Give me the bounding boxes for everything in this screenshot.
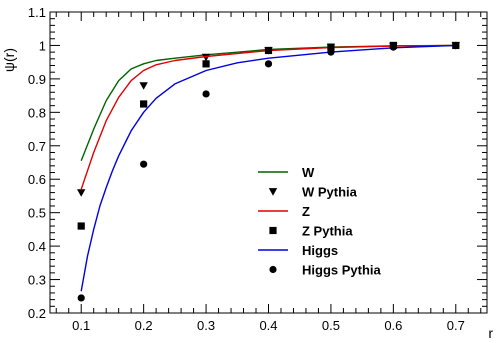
x-tick-label: 0.1 xyxy=(72,318,90,333)
y-tick-label: 0.9 xyxy=(28,72,46,87)
plot-layer xyxy=(77,41,460,302)
legend-label-z-pythia: Z Pythia xyxy=(302,224,353,239)
legend-label-higgs-pythia: Higgs Pythia xyxy=(302,263,382,278)
x-tick-label: 0.5 xyxy=(322,318,340,333)
data-point-higgs-pythia xyxy=(140,160,148,168)
x-tick-label: 0.2 xyxy=(135,318,153,333)
y-tick-label: 0.5 xyxy=(28,206,46,221)
data-point-higgs-pythia xyxy=(77,294,85,302)
data-point-higgs-pythia xyxy=(264,60,273,68)
data-point-z-pythia xyxy=(202,60,210,68)
x-axis-title: r xyxy=(488,325,493,341)
data-point-z-pythia xyxy=(140,100,148,108)
legend-swatch-z-pythia xyxy=(269,226,277,235)
x-tick-label: 0.6 xyxy=(384,318,402,333)
data-point-higgs-pythia xyxy=(202,90,210,98)
x-tick-label: 0.4 xyxy=(259,318,277,333)
legend-swatch-w-pythia xyxy=(268,188,278,196)
data-point-higgs-pythia xyxy=(389,43,397,51)
y-axis-title: ψ(r) xyxy=(1,48,17,72)
legend-label-w-pythia: W Pythia xyxy=(302,185,358,200)
x-tick-label: 0.7 xyxy=(447,318,465,333)
y-tick-label: 1 xyxy=(39,38,46,53)
legend-swatch-higgs-pythia xyxy=(269,265,277,274)
legend-label-z: Z xyxy=(302,204,310,219)
y-tick-label: 1.1 xyxy=(28,5,46,20)
x-tick-label: 0.3 xyxy=(197,318,215,333)
y-tick-label: 0.3 xyxy=(28,273,46,288)
data-point-w-pythia xyxy=(77,189,86,197)
data-point-z-pythia xyxy=(327,43,335,51)
data-point-z-pythia xyxy=(77,222,85,230)
axes-layer: 0.1 0.2 0.3 0.4 0.5 0.6 0.7 0.2 0.3 0.4 0.5 0.6 0.7 0… xyxy=(28,5,488,333)
data-point-z-pythia xyxy=(264,46,273,55)
legend-label-w: W xyxy=(302,165,315,180)
series-line-higgs xyxy=(80,44,456,292)
y-tick-label: 0.2 xyxy=(28,306,46,321)
y-tick-label: 0.6 xyxy=(28,172,46,187)
y-tick-label: 0.7 xyxy=(28,139,46,154)
legend: W W Pythia Z Z Pythia Higgs Higgs Pythia xyxy=(258,165,382,278)
y-tick-label: 0.4 xyxy=(28,239,46,254)
legend-label-higgs: Higgs xyxy=(302,243,338,258)
data-point-higgs-pythia xyxy=(452,41,460,50)
y-tick-label: 0.8 xyxy=(28,105,46,120)
data-point-higgs-pythia xyxy=(327,48,335,56)
data-point-w-pythia xyxy=(139,82,148,90)
